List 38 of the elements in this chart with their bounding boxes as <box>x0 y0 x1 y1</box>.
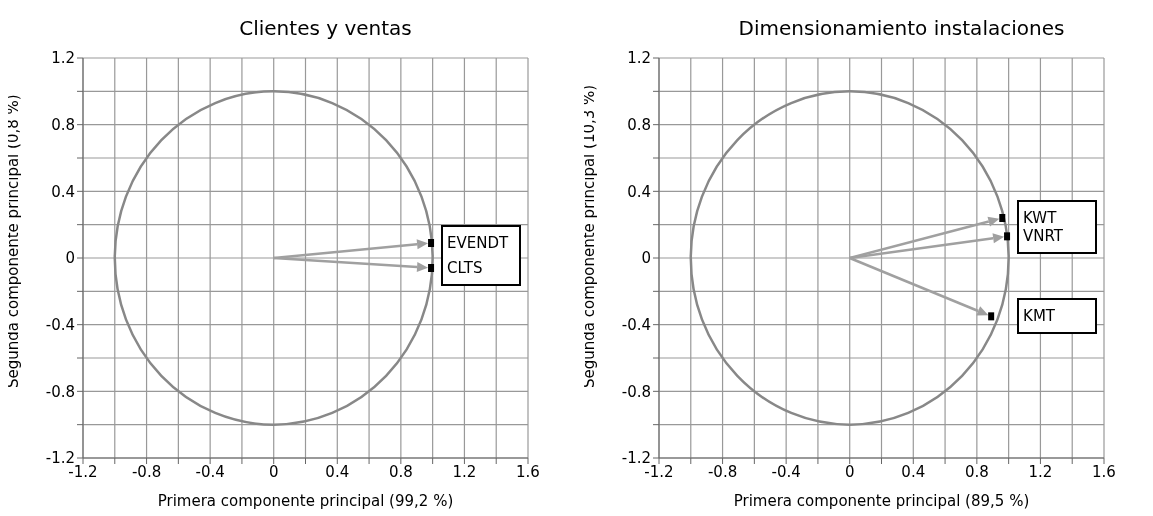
chart-title: Clientes y ventas <box>238 15 413 42</box>
x-tick-label: 1.6 <box>516 462 540 481</box>
x-tick-label: 0.4 <box>901 462 926 481</box>
point <box>999 214 1006 222</box>
y-tick-label: 0.8 <box>51 115 75 134</box>
point <box>1004 232 1011 241</box>
x-tick-label: -0.8 <box>131 462 162 481</box>
series-label: KMT <box>1023 306 1055 327</box>
series-label: EVENDT <box>447 233 509 253</box>
y-tick-label: -0.4 <box>621 315 651 334</box>
x-tick-label: 0.4 <box>325 462 350 481</box>
series-label: VNRT <box>1023 226 1064 247</box>
series-label: KWT <box>1023 208 1057 228</box>
x-tick-label: -0.4 <box>195 462 225 481</box>
y-tick-label: 0 <box>65 249 75 268</box>
x-axis-title: Primera componente principal (99,2 %) <box>157 492 454 510</box>
y-tick-label: -0.4 <box>45 315 75 334</box>
y-tick-label: -0.8 <box>621 382 651 401</box>
x-tick-label: 0 <box>844 462 855 481</box>
x-tick-label: -0.4 <box>771 462 801 481</box>
y-tick-label: 0.4 <box>51 182 75 201</box>
y-tick-label: -0.8 <box>45 382 75 401</box>
x-tick-label: 1.2 <box>452 462 477 481</box>
y-tick-label: 0.4 <box>627 182 651 201</box>
y-tick-label: 1.2 <box>51 49 75 68</box>
chart-title: Dimensionamiento instalaciones <box>737 15 1066 42</box>
x-tick-label: 0.8 <box>964 462 989 481</box>
x-axis-title: Primera componente principal (89,5 %) <box>733 492 1030 510</box>
x-tick-label: -0.8 <box>707 462 738 481</box>
y-tick-label: 0 <box>641 249 651 268</box>
x-tick-label: 1.2 <box>1028 462 1053 481</box>
point <box>988 312 995 321</box>
x-tick-label: 1.6 <box>1092 462 1116 481</box>
x-tick-label: 0 <box>268 462 279 481</box>
series-label: CLTS <box>447 258 483 278</box>
y-tick-label: 0.8 <box>627 115 651 134</box>
x-tick-label: 0.8 <box>388 462 413 481</box>
y-tick-label: 1.2 <box>627 49 651 68</box>
